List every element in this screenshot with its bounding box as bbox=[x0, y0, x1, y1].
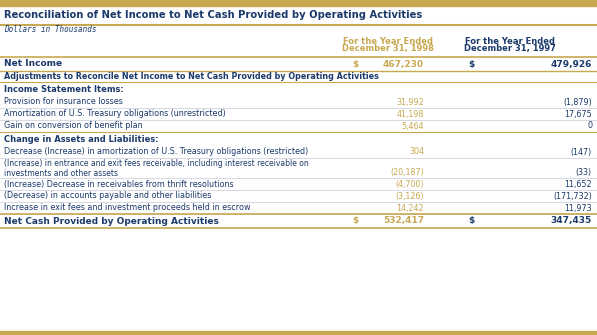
Text: 5,464: 5,464 bbox=[402, 122, 424, 131]
Bar bbox=[0, 0, 597, 6]
Bar bbox=[0, 6, 597, 24]
Text: $: $ bbox=[352, 216, 358, 225]
Text: (3,126): (3,126) bbox=[395, 192, 424, 201]
Bar bbox=[0, 190, 597, 202]
Text: investments and other assets: investments and other assets bbox=[4, 169, 118, 178]
Text: December 31, 1998: December 31, 1998 bbox=[342, 45, 434, 54]
Text: 347,435: 347,435 bbox=[551, 216, 592, 225]
Text: (Increase) in entrance and exit fees receivable, including interest receivable o: (Increase) in entrance and exit fees rec… bbox=[4, 159, 309, 169]
Bar bbox=[0, 214, 597, 228]
Text: 532,417: 532,417 bbox=[383, 216, 424, 225]
Bar bbox=[0, 132, 597, 146]
Text: 14,242: 14,242 bbox=[396, 203, 424, 212]
Text: December 31, 1997: December 31, 1997 bbox=[464, 45, 556, 54]
Text: (Decrease) in accounts payable and other liabilities: (Decrease) in accounts payable and other… bbox=[4, 192, 211, 201]
Bar bbox=[0, 120, 597, 132]
Bar bbox=[0, 331, 597, 335]
Text: 479,926: 479,926 bbox=[550, 60, 592, 68]
Bar bbox=[0, 146, 597, 158]
Text: Net Income: Net Income bbox=[4, 60, 62, 68]
Text: Gain on conversion of benefit plan: Gain on conversion of benefit plan bbox=[4, 122, 143, 131]
Text: Increase in exit fees and investment proceeds held in escrow: Increase in exit fees and investment pro… bbox=[4, 203, 251, 212]
Text: (33): (33) bbox=[576, 169, 592, 178]
Text: Amortization of U.S. Treasury obligations (unrestricted): Amortization of U.S. Treasury obligation… bbox=[4, 110, 226, 119]
Bar bbox=[0, 71, 597, 82]
Text: 11,973: 11,973 bbox=[564, 203, 592, 212]
Bar bbox=[0, 25, 597, 35]
Text: (Increase) Decrease in receivables from thrift resolutions: (Increase) Decrease in receivables from … bbox=[4, 180, 233, 189]
Text: 304: 304 bbox=[409, 147, 424, 156]
Text: Dollars in Thousands: Dollars in Thousands bbox=[4, 25, 97, 35]
Text: Adjustments to Reconcile Net Income to Net Cash Provided by Operating Activities: Adjustments to Reconcile Net Income to N… bbox=[4, 72, 379, 81]
Text: 31,992: 31,992 bbox=[396, 97, 424, 107]
Text: Net Cash Provided by Operating Activities: Net Cash Provided by Operating Activitie… bbox=[4, 216, 219, 225]
Text: (20,187): (20,187) bbox=[390, 169, 424, 178]
Text: Reconciliation of Net Income to Net Cash Provided by Operating Activities: Reconciliation of Net Income to Net Cash… bbox=[4, 10, 422, 20]
Text: 17,675: 17,675 bbox=[564, 110, 592, 119]
Bar bbox=[0, 158, 597, 178]
Text: $: $ bbox=[468, 216, 474, 225]
Bar bbox=[0, 35, 597, 57]
Text: Change in Assets and Liabilities:: Change in Assets and Liabilities: bbox=[4, 134, 159, 143]
Text: For the Year Ended: For the Year Ended bbox=[465, 37, 555, 46]
Text: $: $ bbox=[468, 60, 474, 68]
Text: (1,879): (1,879) bbox=[563, 97, 592, 107]
Text: (171,732): (171,732) bbox=[553, 192, 592, 201]
Text: (147): (147) bbox=[571, 147, 592, 156]
Bar bbox=[0, 202, 597, 214]
Bar bbox=[0, 57, 597, 71]
Text: (4,700): (4,700) bbox=[395, 180, 424, 189]
Text: 0: 0 bbox=[587, 122, 592, 131]
Bar bbox=[0, 178, 597, 190]
Text: For the Year Ended: For the Year Ended bbox=[343, 37, 433, 46]
Bar bbox=[0, 82, 597, 96]
Text: Decrease (Increase) in amortization of U.S. Treasury obligations (restricted): Decrease (Increase) in amortization of U… bbox=[4, 147, 308, 156]
Text: 41,198: 41,198 bbox=[396, 110, 424, 119]
Text: Provision for insurance losses: Provision for insurance losses bbox=[4, 97, 123, 107]
Text: Income Statement Items:: Income Statement Items: bbox=[4, 84, 124, 93]
Text: 11,652: 11,652 bbox=[564, 180, 592, 189]
Text: $: $ bbox=[352, 60, 358, 68]
Bar bbox=[0, 96, 597, 108]
Bar bbox=[0, 108, 597, 120]
Text: 467,230: 467,230 bbox=[383, 60, 424, 68]
